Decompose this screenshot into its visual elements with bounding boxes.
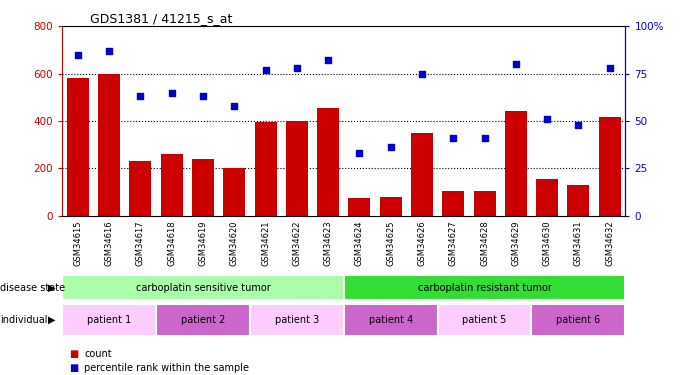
Text: percentile rank within the sample: percentile rank within the sample	[84, 363, 249, 373]
Text: patient 5: patient 5	[462, 315, 507, 325]
Bar	[411, 133, 433, 216]
Bar	[156, 304, 250, 336]
Text: GSM34619: GSM34619	[198, 220, 207, 266]
Text: patient 6: patient 6	[556, 315, 600, 325]
Text: GSM34629: GSM34629	[511, 220, 520, 266]
Bar	[536, 179, 558, 216]
Text: carboplatin resistant tumor: carboplatin resistant tumor	[417, 283, 551, 293]
Bar	[98, 74, 120, 216]
Bar	[250, 304, 343, 336]
Text: patient 2: patient 2	[181, 315, 225, 325]
Text: GSM34624: GSM34624	[355, 220, 364, 266]
Bar	[473, 191, 495, 216]
Text: GSM34632: GSM34632	[605, 220, 614, 266]
Bar	[254, 122, 276, 216]
Bar	[161, 154, 182, 216]
Point	[542, 116, 553, 122]
Bar	[129, 161, 151, 216]
Point	[166, 90, 177, 96]
Point	[354, 150, 365, 156]
Text: GSM34625: GSM34625	[386, 220, 395, 266]
Bar	[437, 304, 531, 336]
Bar	[343, 275, 625, 300]
Text: individual: individual	[0, 315, 48, 325]
Point	[323, 57, 334, 63]
Point	[292, 65, 303, 71]
Text: ▶: ▶	[48, 315, 55, 325]
Point	[73, 52, 84, 58]
Text: carboplatin sensitive tumor: carboplatin sensitive tumor	[135, 283, 270, 293]
Point	[385, 144, 396, 150]
Text: ■: ■	[69, 350, 78, 359]
Text: GSM34628: GSM34628	[480, 220, 489, 266]
Text: GSM34618: GSM34618	[167, 220, 176, 266]
Text: GSM34621: GSM34621	[261, 220, 270, 266]
Text: count: count	[84, 350, 112, 359]
Text: ▶: ▶	[48, 283, 55, 293]
Bar	[599, 117, 621, 216]
Point	[573, 122, 584, 128]
Text: GSM34622: GSM34622	[292, 220, 301, 266]
Bar	[567, 185, 589, 216]
Point	[479, 135, 490, 141]
Text: GSM34627: GSM34627	[448, 220, 457, 266]
Text: GSM34626: GSM34626	[417, 220, 426, 266]
Point	[260, 67, 271, 73]
Point	[229, 103, 240, 109]
Text: GSM34623: GSM34623	[323, 220, 332, 266]
Point	[511, 61, 522, 67]
Bar	[223, 168, 245, 216]
Point	[198, 93, 209, 99]
Bar	[192, 159, 214, 216]
Bar	[62, 275, 343, 300]
Bar	[67, 78, 88, 216]
Text: GSM34620: GSM34620	[230, 220, 239, 266]
Text: GSM34631: GSM34631	[574, 220, 583, 266]
Text: GSM34616: GSM34616	[104, 220, 113, 266]
Bar	[343, 304, 437, 336]
Point	[135, 93, 146, 99]
Point	[417, 70, 428, 76]
Bar	[380, 196, 401, 216]
Bar	[348, 198, 370, 216]
Text: GSM34617: GSM34617	[136, 220, 145, 266]
Text: patient 3: patient 3	[275, 315, 319, 325]
Bar	[317, 108, 339, 216]
Bar	[286, 121, 307, 216]
Text: GSM34630: GSM34630	[542, 220, 551, 266]
Text: ■: ■	[69, 363, 78, 373]
Bar	[505, 111, 527, 216]
Bar	[62, 304, 156, 336]
Bar	[531, 304, 625, 336]
Text: patient 4: patient 4	[368, 315, 413, 325]
Point	[604, 65, 615, 71]
Bar	[442, 191, 464, 216]
Point	[104, 48, 115, 54]
Text: GDS1381 / 41215_s_at: GDS1381 / 41215_s_at	[91, 12, 233, 25]
Text: disease state: disease state	[0, 283, 65, 293]
Point	[448, 135, 459, 141]
Text: patient 1: patient 1	[87, 315, 131, 325]
Text: GSM34615: GSM34615	[73, 220, 82, 266]
